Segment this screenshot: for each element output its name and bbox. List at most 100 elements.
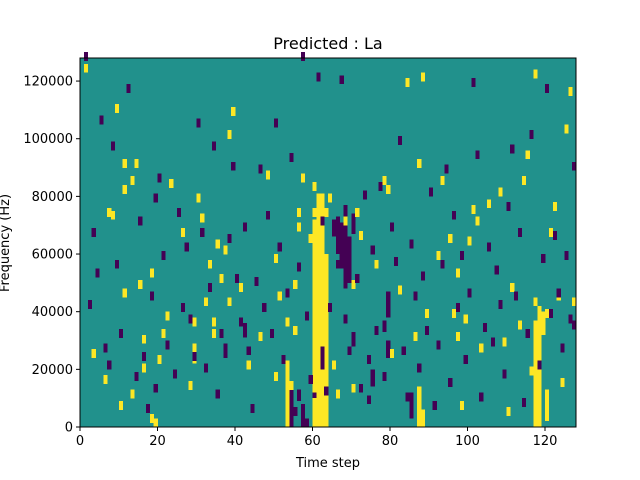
heatmap-cell-high	[331, 360, 337, 370]
heatmap-cell-high	[424, 308, 430, 318]
heatmap-cell-high	[192, 317, 197, 327]
x-tick-label: 0	[76, 434, 84, 449]
heatmap-cell-low	[486, 242, 492, 252]
heatmap-cell-high	[324, 207, 329, 217]
heatmap-cell-low	[436, 340, 441, 350]
heatmap-cell-low	[366, 354, 371, 364]
heatmap-cell-low	[297, 262, 302, 272]
y-tick-label: 20000	[32, 363, 73, 378]
heatmap-band-low	[382, 320, 387, 332]
x-tick-label: 120	[533, 434, 558, 449]
heatmap-cell-high	[463, 314, 468, 324]
heatmap-cell-low	[459, 251, 464, 261]
heatmap-cell-low	[328, 303, 333, 312]
heatmap-cell-low	[471, 78, 476, 88]
y-tick-label: 80000	[32, 190, 73, 205]
heatmap-cell-low	[405, 392, 410, 402]
heatmap-cell-low	[552, 230, 557, 240]
heatmap-cell-low	[153, 193, 158, 203]
heatmap-cell-low	[223, 343, 228, 353]
heatmap-cell-low	[498, 300, 503, 310]
heatmap-cell-high	[130, 176, 135, 186]
heatmap-cell-high	[390, 349, 395, 359]
heatmap-cell-low	[335, 259, 340, 269]
heatmap-cell-low	[107, 360, 112, 370]
plot-area	[80, 52, 577, 428]
heatmap-cell-high	[486, 199, 492, 209]
x-tick-label: 20	[149, 434, 166, 449]
heatmap-cell-low	[560, 343, 565, 353]
heatmap-cell-low	[153, 383, 158, 393]
heatmap-cell-low	[370, 245, 375, 255]
heatmap-cell-low	[452, 210, 457, 220]
heatmap-cell-low	[351, 225, 356, 235]
heatmap-cell-high	[91, 349, 96, 359]
heatmap-band-low	[343, 205, 348, 289]
heatmap-cell-low	[87, 300, 92, 310]
heatmap-band-low	[366, 395, 371, 404]
heatmap-cell-high	[289, 380, 294, 390]
heatmap-cell-low	[161, 251, 166, 261]
heatmap-cell-low	[266, 210, 271, 220]
heatmap-cell-low	[231, 161, 236, 171]
plot-frame	[79, 57, 577, 428]
heatmap-cell-high	[211, 317, 216, 327]
heatmap-cell-high	[312, 207, 317, 217]
heatmap-cell-low	[545, 83, 550, 93]
heatmap-cell-high	[533, 297, 538, 307]
heatmap-cell-low	[401, 346, 406, 356]
heatmap-cell-low	[320, 216, 325, 226]
heatmap-cell-low	[444, 164, 449, 174]
y-tick-label: 40000	[32, 305, 73, 320]
heatmap-cell-high	[223, 245, 228, 255]
heatmap-cell-high	[533, 69, 538, 79]
heatmap-cell-high	[161, 328, 166, 338]
heatmap-cell-high	[308, 233, 313, 243]
heatmap-band-low	[331, 219, 337, 237]
heatmap-cell-low	[111, 141, 116, 151]
heatmap-cell-high	[351, 279, 356, 289]
x-tick-label: 80	[382, 434, 399, 449]
heatmap-cell-low	[347, 346, 352, 356]
heatmap-cell-low	[134, 372, 139, 382]
heatmap-cell-high	[180, 228, 185, 238]
heatmap-cell-low	[417, 363, 422, 373]
heatmap-band-high	[541, 311, 546, 335]
chart-title: Predicted : La	[273, 34, 382, 53]
heatmap-cell-high	[417, 158, 422, 168]
heatmap-cell-low	[502, 369, 507, 379]
heatmap-cell-low	[343, 314, 348, 324]
heatmap-band-high	[537, 386, 542, 427]
y-tick-label: 60000	[32, 248, 73, 263]
heatmap-cell-high	[459, 401, 464, 411]
heatmap-cell-low	[378, 181, 383, 191]
heatmap-cell-low	[440, 259, 445, 269]
heatmap-cell-low	[304, 418, 309, 428]
heatmap-cell-high	[266, 170, 271, 180]
heatmap-cell-high	[83, 63, 89, 73]
heatmap-cell-low	[235, 274, 240, 284]
heatmap-cell-low	[293, 406, 298, 416]
heatmap-cell-high	[122, 158, 127, 168]
heatmap-cell-high	[440, 176, 445, 186]
heatmap-cell-low	[289, 153, 294, 163]
y-tick-label: 0	[65, 421, 73, 436]
heatmap-cell-high	[227, 130, 232, 140]
heatmap-cell-low	[180, 303, 185, 312]
heatmap-cell-high	[231, 107, 236, 116]
heatmap-band-low	[312, 392, 317, 399]
heatmap-band-low	[242, 323, 247, 338]
heatmap-cell-low	[83, 52, 89, 62]
heatmap-cell-low	[304, 311, 309, 321]
heatmap-cell-high	[568, 86, 573, 96]
heatmap-cell-low	[467, 288, 472, 298]
heatmap-cell-high	[436, 251, 441, 261]
heatmap-cell-high	[475, 216, 480, 226]
heatmap-cell-high	[328, 193, 333, 203]
heatmap-cell-low	[537, 360, 542, 370]
heatmap-band-high	[316, 193, 321, 427]
heatmap-cell-high	[142, 363, 147, 373]
heatmap-cell-low	[262, 303, 267, 312]
heatmap-band-high	[417, 386, 422, 427]
heatmap-cell-high	[300, 173, 306, 183]
